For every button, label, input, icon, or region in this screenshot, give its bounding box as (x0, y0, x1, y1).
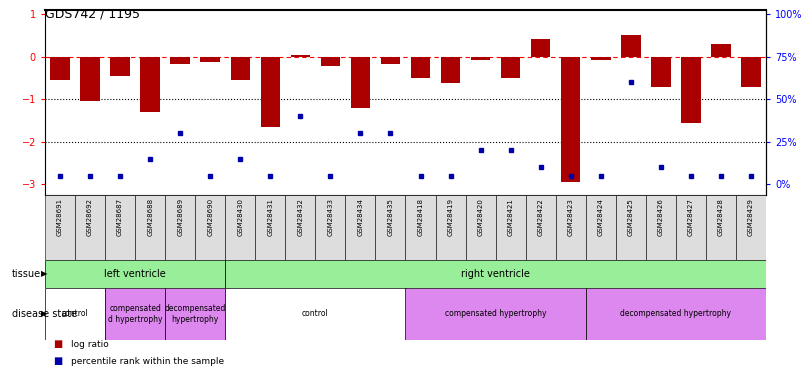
Bar (651, 57, 670, 87)
Text: decompensated hypertrophy: decompensated hypertrophy (621, 309, 731, 318)
FancyBboxPatch shape (165, 195, 195, 260)
Bar (200, 57, 220, 62)
Text: GSM28432: GSM28432 (297, 198, 304, 236)
Bar (501, 57, 521, 78)
Text: compensated
d hypertrophy: compensated d hypertrophy (108, 304, 163, 324)
Bar (380, 57, 400, 64)
Bar (231, 57, 250, 80)
Text: tissue: tissue (12, 269, 41, 279)
Bar (45, 260, 225, 288)
Text: GSM28687: GSM28687 (117, 198, 123, 236)
Bar (111, 57, 130, 76)
FancyBboxPatch shape (736, 195, 766, 260)
Bar (140, 57, 160, 112)
FancyBboxPatch shape (225, 195, 256, 260)
Bar (741, 57, 761, 87)
Text: left ventricle: left ventricle (104, 269, 166, 279)
Bar (561, 57, 581, 182)
Text: ▶: ▶ (41, 309, 47, 318)
Bar (225, 288, 405, 340)
Text: ▶: ▶ (41, 270, 47, 279)
Bar (320, 57, 340, 66)
Text: ■: ■ (53, 339, 62, 350)
FancyBboxPatch shape (525, 195, 556, 260)
Text: GSM28428: GSM28428 (718, 198, 724, 236)
Text: GSM28422: GSM28422 (537, 198, 544, 236)
Text: control: control (62, 309, 88, 318)
Text: GSM28425: GSM28425 (628, 198, 634, 236)
Text: disease state: disease state (12, 309, 77, 319)
FancyBboxPatch shape (105, 195, 135, 260)
Bar (711, 44, 731, 57)
FancyBboxPatch shape (496, 195, 525, 260)
FancyBboxPatch shape (45, 195, 75, 260)
Bar (80, 57, 100, 101)
FancyBboxPatch shape (405, 195, 436, 260)
FancyBboxPatch shape (436, 195, 465, 260)
FancyBboxPatch shape (256, 195, 285, 260)
Text: GSM28423: GSM28423 (568, 198, 574, 236)
Bar (471, 57, 490, 60)
Text: GSM28420: GSM28420 (477, 198, 484, 236)
FancyBboxPatch shape (556, 195, 586, 260)
Text: GSM28689: GSM28689 (177, 198, 183, 236)
Bar (411, 57, 430, 78)
Text: GSM28424: GSM28424 (598, 198, 604, 236)
FancyBboxPatch shape (195, 195, 225, 260)
FancyBboxPatch shape (676, 195, 706, 260)
FancyBboxPatch shape (75, 195, 105, 260)
Bar (171, 57, 190, 64)
Text: GSM28435: GSM28435 (388, 198, 393, 236)
Text: GSM28433: GSM28433 (328, 198, 333, 236)
Text: GSM28418: GSM28418 (417, 198, 424, 236)
Bar (105, 288, 165, 340)
FancyBboxPatch shape (465, 195, 496, 260)
Text: control: control (302, 309, 328, 318)
Text: GSM28431: GSM28431 (268, 198, 273, 236)
Bar (45, 288, 105, 340)
Text: GSM28434: GSM28434 (357, 198, 364, 236)
Text: GSM28690: GSM28690 (207, 198, 213, 236)
Text: GSM28421: GSM28421 (508, 198, 513, 236)
FancyBboxPatch shape (316, 195, 345, 260)
Bar (291, 55, 310, 57)
FancyBboxPatch shape (285, 195, 316, 260)
Text: GSM28430: GSM28430 (237, 198, 244, 236)
Bar (591, 57, 610, 60)
Bar (50, 57, 70, 80)
Bar (531, 39, 550, 57)
Text: ■: ■ (53, 356, 62, 366)
Bar (165, 288, 225, 340)
FancyBboxPatch shape (376, 195, 405, 260)
Text: GSM28691: GSM28691 (57, 198, 63, 236)
Bar (621, 34, 641, 57)
Text: percentile rank within the sample: percentile rank within the sample (70, 357, 223, 366)
Bar (441, 57, 461, 83)
FancyBboxPatch shape (345, 195, 376, 260)
Bar (405, 288, 586, 340)
Text: GSM28427: GSM28427 (688, 198, 694, 236)
FancyBboxPatch shape (646, 195, 676, 260)
Text: GSM28429: GSM28429 (748, 198, 754, 236)
Bar (351, 57, 370, 108)
Text: GSM28426: GSM28426 (658, 198, 664, 236)
FancyBboxPatch shape (616, 195, 646, 260)
Bar (225, 260, 766, 288)
FancyBboxPatch shape (706, 195, 736, 260)
Text: GDS742 / 1195: GDS742 / 1195 (45, 8, 140, 21)
FancyBboxPatch shape (135, 195, 165, 260)
Text: GSM28688: GSM28688 (147, 198, 153, 236)
Text: log ratio: log ratio (70, 340, 108, 349)
Bar (586, 288, 766, 340)
FancyBboxPatch shape (586, 195, 616, 260)
Text: GSM28692: GSM28692 (87, 198, 93, 236)
Text: compensated hypertrophy: compensated hypertrophy (445, 309, 546, 318)
Bar (681, 57, 701, 123)
Text: GSM28419: GSM28419 (448, 198, 453, 236)
Text: right ventricle: right ventricle (461, 269, 530, 279)
Bar (260, 57, 280, 127)
Text: decompensated
hypertrophy: decompensated hypertrophy (164, 304, 226, 324)
